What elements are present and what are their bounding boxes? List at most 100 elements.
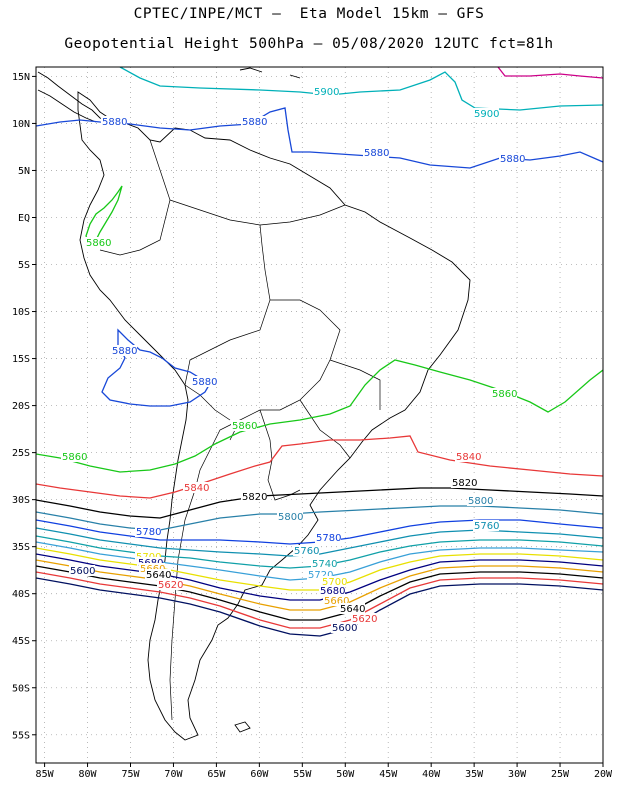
lat-label: 5S	[18, 260, 30, 271]
lat-label: 15S	[12, 354, 30, 365]
contour-label: 5780	[316, 533, 341, 544]
contour-label-bg	[491, 388, 517, 399]
contour-label: 5620	[352, 614, 377, 625]
contour-label: 5800	[278, 512, 303, 523]
contour-label-bg	[183, 482, 209, 493]
lat-label: 55S	[12, 730, 30, 741]
contour-5700	[36, 547, 603, 591]
contour-label: 5900	[474, 109, 499, 120]
contour-label-bg	[321, 576, 347, 587]
contour-label-bg	[315, 532, 341, 543]
contour-5620	[36, 571, 603, 629]
contour-label-bg	[339, 603, 365, 614]
lon-label: 70W	[164, 769, 183, 780]
map-title: CPTEC/INPE/MCT – Eta Model 15km – GFS	[133, 6, 485, 22]
longitude-labels: 85W 80W 75W 70W 65W 60W 55W 50W 45W 40W 35W 30W 25W 2…	[36, 763, 613, 780]
lon-label: 80W	[79, 769, 98, 780]
contour-label-bg	[191, 376, 217, 387]
contour-5880-south	[101, 328, 214, 407]
contour-label-bg	[139, 563, 165, 574]
lon-label: 45W	[379, 769, 398, 780]
contour-label-bg	[313, 86, 339, 97]
south-america-coastline	[77, 91, 471, 741]
contour-5900	[119, 67, 603, 111]
contour-label: 5880	[242, 117, 267, 128]
contour-label-bg	[363, 147, 389, 158]
map-subtitle: Geopotential Height 500hPa – 05/08/2020 …	[64, 36, 554, 52]
contour-5920	[497, 67, 603, 79]
contour-5820	[36, 487, 603, 519]
contour-label: 5840	[456, 452, 481, 463]
lon-label: 65W	[207, 769, 226, 780]
contour-label: 5900	[314, 87, 339, 98]
contour-label: 5880	[500, 154, 525, 165]
contour-label-bg	[293, 545, 319, 556]
contour-label-bg	[331, 622, 357, 633]
lon-label: 75W	[121, 769, 140, 780]
contour-label-bg	[307, 569, 333, 580]
lon-label: 40W	[422, 769, 441, 780]
contour-label-bg	[319, 585, 345, 596]
contour-label-bg	[137, 557, 163, 568]
map-grid	[36, 67, 603, 763]
contour-label: 5860	[232, 421, 257, 432]
lat-label: 50S	[12, 683, 30, 694]
lon-label: 35W	[465, 769, 484, 780]
contour-label-bg	[135, 551, 161, 562]
contour-5860-north	[85, 185, 123, 245]
map-frame	[35, 66, 604, 764]
latitude-labels: 15N 10N 5N EQ 5S 10S 15S 20S 25S 30S 35S 40S 45S 50S 5…	[12, 72, 36, 741]
contour-label-bg	[85, 237, 111, 248]
contour-label: 5860	[492, 389, 517, 400]
contour-label: 5880	[102, 117, 127, 128]
contour-label-bg	[135, 526, 161, 537]
contour-label: 5780	[136, 527, 161, 538]
contour-label-bg	[455, 451, 481, 462]
contour-label: 5600	[332, 623, 357, 634]
contour-label: 5740	[312, 559, 337, 570]
contour-label: 5640	[146, 570, 171, 581]
contour-label: 5860	[62, 452, 87, 463]
contour-label: 5680	[320, 586, 345, 597]
contour-label-bg	[351, 613, 377, 624]
contour-5840	[36, 435, 603, 499]
contour-label: 5760	[294, 546, 319, 557]
contour-label-bg	[323, 595, 349, 606]
lat-label: 20S	[12, 401, 30, 412]
contour-label-bg	[277, 511, 303, 522]
contour-label: 5840	[184, 483, 209, 494]
lon-label: 50W	[336, 769, 355, 780]
contour-5720	[36, 541, 603, 581]
contour-label: 5880	[364, 148, 389, 159]
contour-5660	[36, 559, 603, 611]
contour-label-bg	[473, 108, 499, 119]
lat-label: 30S	[12, 495, 30, 506]
lat-label: 35S	[12, 542, 30, 553]
lat-label: 15N	[12, 72, 30, 83]
lat-label: 5N	[18, 166, 30, 177]
coastlines-borders	[37, 67, 471, 741]
contour-label: 5620	[158, 580, 183, 591]
contour-label-bg	[499, 153, 525, 164]
falkland-islands	[234, 721, 251, 733]
contour-label-bg	[467, 495, 493, 506]
contour-label: 5880	[192, 377, 217, 388]
country-borders	[99, 139, 381, 721]
lat-label: 25S	[12, 448, 30, 459]
contour-label-bg	[69, 565, 95, 576]
contour-5800	[36, 505, 603, 531]
lat-label: 45S	[12, 636, 30, 647]
contour-label-bg	[231, 420, 257, 431]
contour-5680	[36, 553, 603, 601]
contour-label: 5660	[324, 596, 349, 607]
lat-label: EQ	[18, 213, 30, 224]
contour-5860-south	[36, 359, 603, 473]
contour-label-bg	[311, 558, 337, 569]
lat-label: 10N	[12, 119, 30, 130]
contour-5640	[36, 565, 603, 621]
contour-label: 5820	[242, 492, 267, 503]
contour-label: 5820	[452, 478, 477, 489]
contour-label: 5600	[70, 566, 95, 577]
lon-label: 20W	[594, 769, 613, 780]
